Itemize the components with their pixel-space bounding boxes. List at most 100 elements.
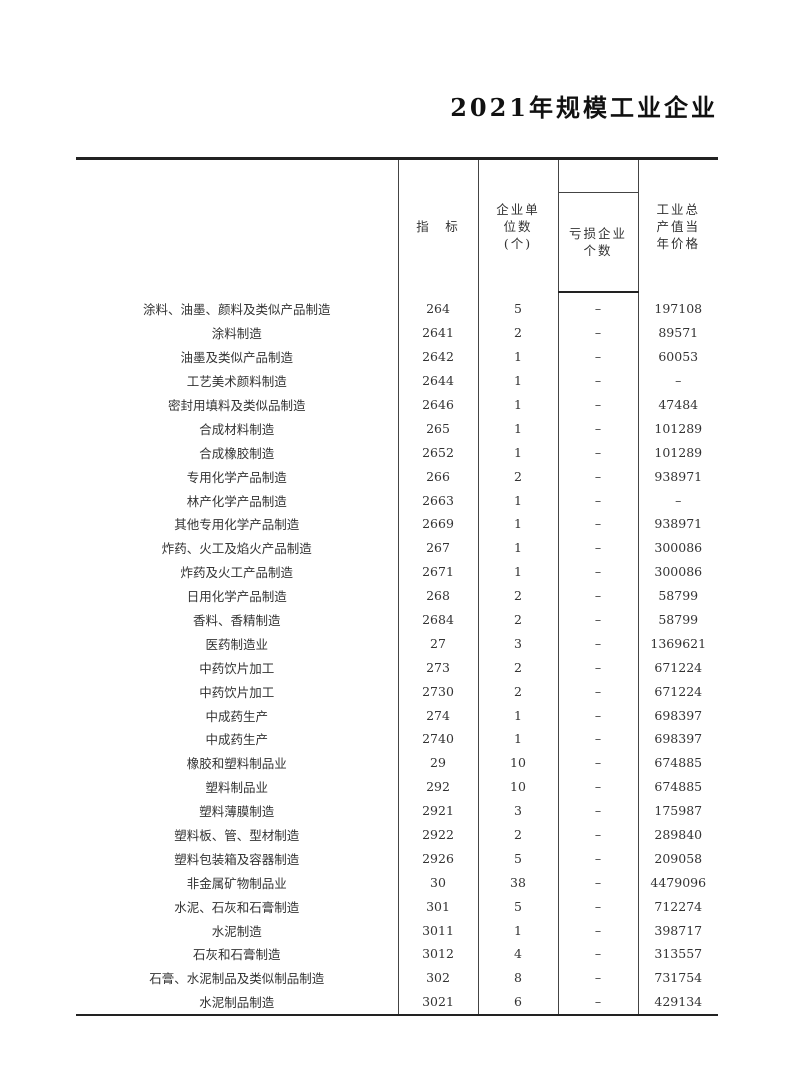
row-code: 264 (397, 292, 478, 321)
row-code: 2730 (397, 679, 478, 704)
table-row: 密封用填料及类似品制造 2646 1–47484 (76, 392, 718, 417)
table-row: 香料、香精制造 2684 2–58799 (76, 607, 718, 632)
row-loss: – (557, 292, 638, 321)
table-row: 石膏、水泥制品及类似制品制造 302 8–731754 (76, 965, 718, 990)
row-units: 1 (477, 559, 558, 584)
header-units: 企业单位数(个) (477, 157, 558, 292)
row-loss: – (557, 942, 638, 966)
row-name: 涂料制造 (211, 326, 262, 342)
row-units: 2 (477, 822, 558, 847)
row-name: 塑料包装箱及容器制造 (174, 851, 300, 867)
row-name: 塑料制品业 (205, 780, 268, 796)
row-output: 698397 (637, 703, 718, 728)
row-loss: – (557, 512, 638, 536)
row-name: 合成材料制造 (199, 421, 275, 437)
table-row: 油墨及类似产品制造 2642 1–60053 (76, 344, 718, 369)
row-units: 6 (477, 989, 558, 1016)
table-row: 中药饮片加工 2730 2–671224 (76, 679, 718, 704)
row-code: 3012 (397, 942, 478, 966)
row-output: 731754 (637, 965, 718, 990)
header-loss-group (557, 157, 638, 193)
row-units: 1 (477, 512, 558, 536)
row-units: 1 (477, 344, 558, 369)
row-output: 938971 (637, 464, 718, 489)
row-code: 292 (397, 774, 478, 799)
table-row: 炸药及火工产品制造 2671 1–300086 (76, 559, 718, 584)
row-units: 2 (477, 464, 558, 489)
row-units: 1 (477, 918, 558, 943)
statistics-table: 指 标 企业单位数(个) 工业总产值当年价格 亏损企业个数 涂料、油墨、颜料及类… (76, 157, 718, 1016)
row-loss: – (557, 798, 638, 823)
row-code: 273 (397, 655, 478, 680)
row-units: 2 (477, 583, 558, 608)
row-loss: – (557, 368, 638, 393)
row-name: 中药饮片加工 (199, 684, 275, 700)
row-name: 中药饮片加工 (199, 660, 275, 676)
row-name: 石灰和石膏制造 (192, 947, 281, 963)
table-row: 水泥、石灰和石膏制造 301 5–712274 (76, 894, 718, 919)
table-row: 涂料、油墨、颜料及类似产品制造 264 5–197108 (76, 292, 718, 321)
row-output: 429134 (637, 989, 718, 1016)
row-loss: – (557, 320, 638, 345)
row-units: 38 (477, 870, 558, 895)
row-code: 268 (397, 583, 478, 608)
row-code: 2922 (397, 822, 478, 847)
row-name: 非金属矿物制品业 (186, 875, 287, 891)
row-code: 302 (397, 965, 478, 990)
row-loss: – (557, 703, 638, 728)
table-row: 林产化学产品制造 2663 1– – (76, 488, 718, 513)
header-output-label: 工业总产值当年价格 (656, 201, 700, 251)
table-row: 非金属矿物制品业 30 38–4479096 (76, 870, 718, 895)
header-units-label: 企业单位数(个) (496, 201, 540, 251)
page-title: 2021年规模工业企业 (450, 93, 718, 122)
row-loss: – (557, 679, 638, 704)
row-units: 3 (477, 631, 558, 656)
row-units: 10 (477, 774, 558, 799)
table-row: 水泥制造 3011 1–398717 (76, 918, 718, 943)
header-loss-label: 亏损企业个数 (568, 226, 627, 258)
row-code: 2646 (397, 392, 478, 417)
row-output: 197108 (637, 292, 718, 321)
row-code: 3011 (397, 918, 478, 943)
table-row: 专用化学产品制造 266 2–938971 (76, 464, 718, 489)
row-output: – (637, 368, 718, 393)
row-name: 工艺美术颜料制造 (186, 374, 287, 390)
row-name: 涂料、油墨、颜料及类似产品制造 (142, 301, 331, 317)
header-loss: 亏损企业个数 (557, 192, 638, 293)
row-units: 8 (477, 965, 558, 990)
row-output: 289840 (637, 822, 718, 847)
row-units: 5 (477, 894, 558, 919)
row-name: 其他专用化学产品制造 (174, 517, 300, 533)
row-units: 1 (477, 440, 558, 465)
row-code: 2684 (397, 607, 478, 632)
row-output: 209058 (637, 846, 718, 871)
row-name: 油墨及类似产品制造 (180, 350, 293, 366)
row-name: 合成橡胶制造 (199, 445, 275, 461)
row-code: 2740 (397, 727, 478, 751)
row-loss: – (557, 989, 638, 1016)
row-name: 林产化学产品制造 (186, 493, 287, 509)
row-loss: – (557, 918, 638, 943)
table-row: 塑料薄膜制造 2921 3–175987 (76, 798, 718, 823)
row-units: 1 (477, 368, 558, 393)
row-output: 101289 (637, 440, 718, 465)
row-output: 313557 (637, 942, 718, 966)
row-code: 27 (397, 631, 478, 656)
row-units: 2 (477, 679, 558, 704)
row-code: 301 (397, 894, 478, 919)
table-row: 中药饮片加工 273 2–671224 (76, 655, 718, 680)
table-row: 涂料制造 2641 2–89571 (76, 320, 718, 345)
row-units: 5 (477, 846, 558, 871)
row-name: 水泥制品制造 (76, 989, 398, 1016)
row-output: 674885 (637, 774, 718, 799)
row-units: 2 (477, 320, 558, 345)
row-name: 日用化学产品制造 (186, 589, 287, 605)
row-loss: – (557, 846, 638, 871)
row-loss: – (557, 416, 638, 441)
row-output: 398717 (637, 918, 718, 943)
table-row: 石灰和石膏制造 3012 4–313557 (76, 942, 718, 966)
table-row: 合成材料制造 265 1–101289 (76, 416, 718, 441)
table-row: 水泥制品制造 3021 6–429134 (76, 989, 718, 1016)
row-output: 671224 (637, 679, 718, 704)
